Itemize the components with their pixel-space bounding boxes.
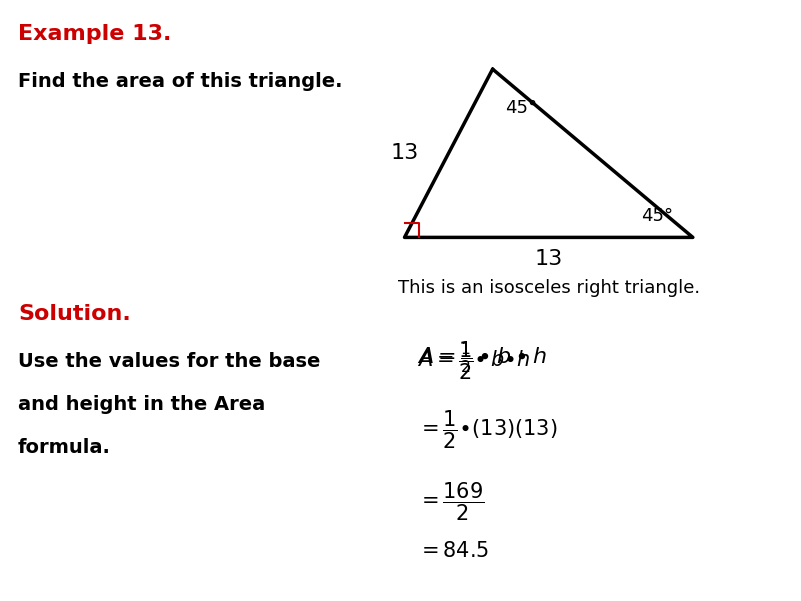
- Text: $= \dfrac{169}{2}$: $= \dfrac{169}{2}$: [417, 481, 484, 523]
- Text: 13: 13: [390, 143, 419, 163]
- Text: $A = \dfrac{1}{2}{\bullet}\,b{\bullet}h$: $A = \dfrac{1}{2}{\bullet}\,b{\bullet}h$: [417, 340, 530, 382]
- Text: Solution.: Solution.: [18, 304, 131, 323]
- Text: 45°: 45°: [505, 99, 537, 117]
- Text: $A =\mathdefault{\frac{1}{2}}\bullet b\bullet h$: $A =\mathdefault{\frac{1}{2}}\bullet b\b…: [417, 340, 547, 374]
- Text: $= \dfrac{1}{2}{\bullet}(13)(13)$: $= \dfrac{1}{2}{\bullet}(13)(13)$: [417, 409, 557, 451]
- Text: 45°: 45°: [641, 207, 673, 225]
- Text: Find the area of this triangle.: Find the area of this triangle.: [18, 72, 343, 91]
- Text: formula.: formula.: [18, 438, 111, 457]
- Text: $= 84.5$: $= 84.5$: [417, 541, 489, 561]
- Text: Example 13.: Example 13.: [18, 24, 171, 44]
- Text: and height in the Area: and height in the Area: [18, 395, 265, 414]
- Text: This is an isosceles right triangle.: This is an isosceles right triangle.: [397, 279, 700, 297]
- Text: Use the values for the base: Use the values for the base: [18, 352, 320, 371]
- Text: 13: 13: [534, 249, 563, 269]
